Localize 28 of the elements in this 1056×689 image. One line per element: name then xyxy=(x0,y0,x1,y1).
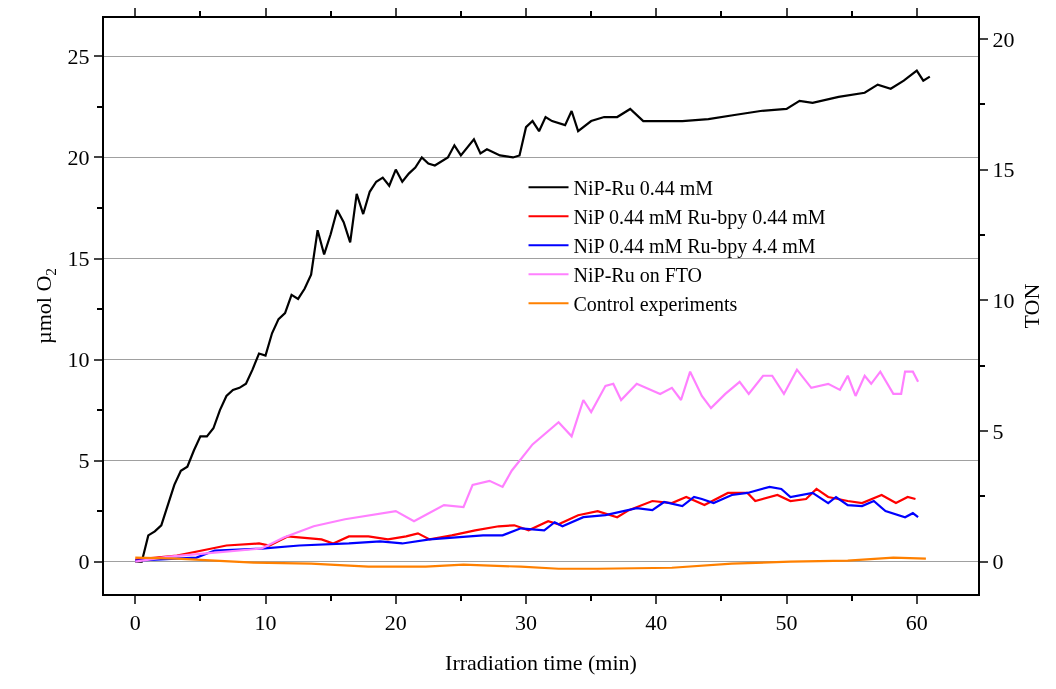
legend-label: Control experiments xyxy=(573,293,738,317)
x-tick-label: 30 xyxy=(515,610,538,636)
y-tick-label: 0 xyxy=(78,549,90,575)
line-series xyxy=(134,368,920,563)
y2-tick-label: 10 xyxy=(992,287,1015,313)
x-tick-label: 40 xyxy=(645,610,668,636)
y-tick-label: 10 xyxy=(67,347,90,373)
x-tick-label: 60 xyxy=(905,610,928,636)
y2-tick-label: 15 xyxy=(992,157,1015,183)
y2-axis-title: TON xyxy=(1018,283,1044,329)
y-tick-label: 20 xyxy=(67,145,90,171)
legend-label: NiP 0.44 mM Ru-bpy 4.4 mM xyxy=(573,235,816,259)
x-tick-label: 10 xyxy=(254,610,277,636)
x-tick-label: 50 xyxy=(775,610,798,636)
legend-label: NiP-Ru on FTO xyxy=(573,264,703,287)
x-tick-label: 0 xyxy=(129,610,141,636)
legend-label: NiP 0.44 mM Ru-bpy 0.44 mM xyxy=(573,206,826,230)
y-tick-label: 15 xyxy=(67,246,90,272)
y2-tick-label: 20 xyxy=(992,26,1015,52)
y2-tick-label: 0 xyxy=(992,549,1004,575)
x-tick-label: 20 xyxy=(384,610,407,636)
line-series xyxy=(134,556,927,570)
line-series xyxy=(134,69,931,563)
y2-tick-label: 5 xyxy=(992,418,1004,444)
y-tick-label: 25 xyxy=(67,44,90,70)
legend-label: NiP-Ru 0.44 mM xyxy=(573,177,714,200)
x-axis-title: Irradiation time (min) xyxy=(445,649,637,675)
y-tick-label: 5 xyxy=(78,448,90,474)
